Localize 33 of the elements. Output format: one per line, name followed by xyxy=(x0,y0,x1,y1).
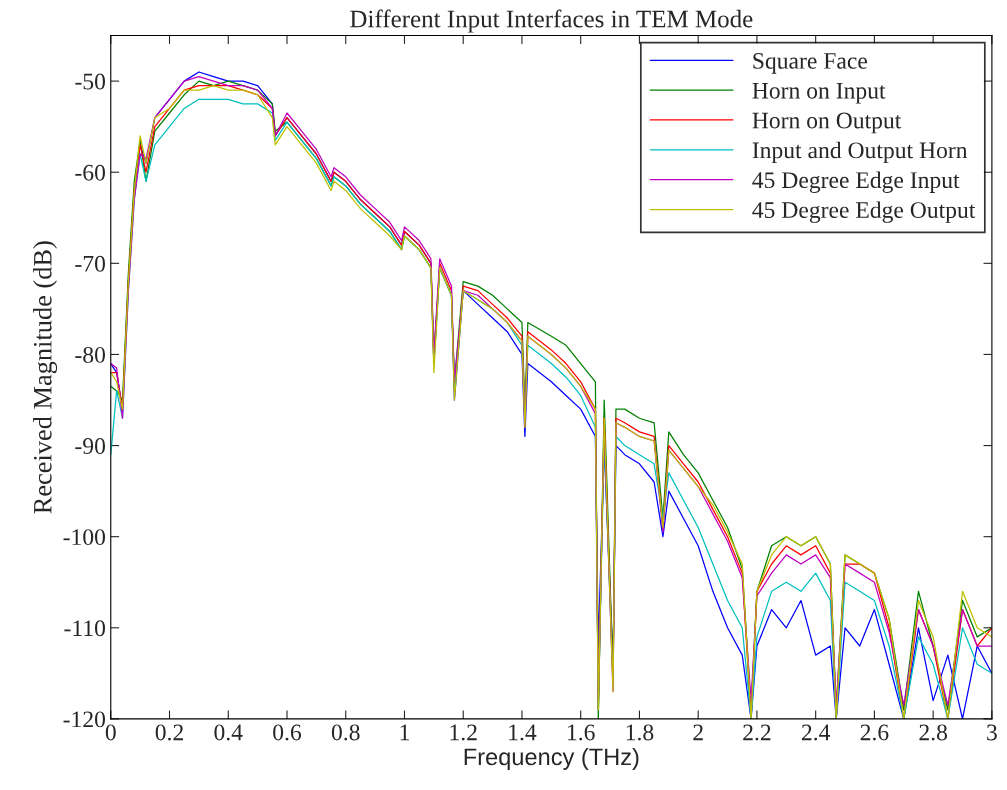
legend-label: Horn on Input xyxy=(752,82,886,104)
x-tick-label: 0.4 xyxy=(214,724,243,741)
x-axis-title: Frequency (THz) xyxy=(464,747,639,770)
x-tick-label: 0 xyxy=(105,724,116,741)
x-tick-label: 1.2 xyxy=(450,724,477,741)
y-tick-label: -120 xyxy=(63,711,106,728)
y-axis-title: Received Magnitude (dB) xyxy=(33,241,58,514)
y-tick-label: -80 xyxy=(75,346,106,363)
y-tick-label: -70 xyxy=(75,255,106,272)
x-tick-label: 1.4 xyxy=(509,724,537,741)
legend-label: 45 Degree Edge Output xyxy=(752,201,976,223)
y-tick-label: -60 xyxy=(75,164,106,181)
x-tick-label: 3 xyxy=(987,724,997,741)
x-tick-label: 0.6 xyxy=(273,724,302,741)
x-tick-label: 2.6 xyxy=(860,724,889,741)
y-tick-label: -100 xyxy=(63,529,106,546)
x-tick-label: 0.8 xyxy=(331,724,360,741)
y-tick-label: -90 xyxy=(75,438,106,454)
x-tick-label: 2.8 xyxy=(919,724,948,741)
x-tick-label: 0.2 xyxy=(155,724,183,741)
chart-title: Different Input Interfaces in TEM Mode xyxy=(350,9,753,33)
x-tick-label: 1.8 xyxy=(626,724,654,741)
x-tick-label: 1.6 xyxy=(568,724,595,741)
x-tick-label: 2.4 xyxy=(801,724,831,741)
legend-label: Square Face xyxy=(753,52,868,74)
legend-label: Input and Output Horn xyxy=(752,141,968,164)
x-tick-label: 1 xyxy=(400,724,409,741)
legend-label: 45 Degree Edge Input xyxy=(752,171,960,193)
x-tick-label: 2.2 xyxy=(743,724,771,741)
y-tick-label: -110 xyxy=(64,620,106,637)
legend-label: Horn on Output xyxy=(752,112,902,134)
x-tick-label: 2 xyxy=(693,724,703,741)
y-tick-label: -50 xyxy=(75,73,106,90)
